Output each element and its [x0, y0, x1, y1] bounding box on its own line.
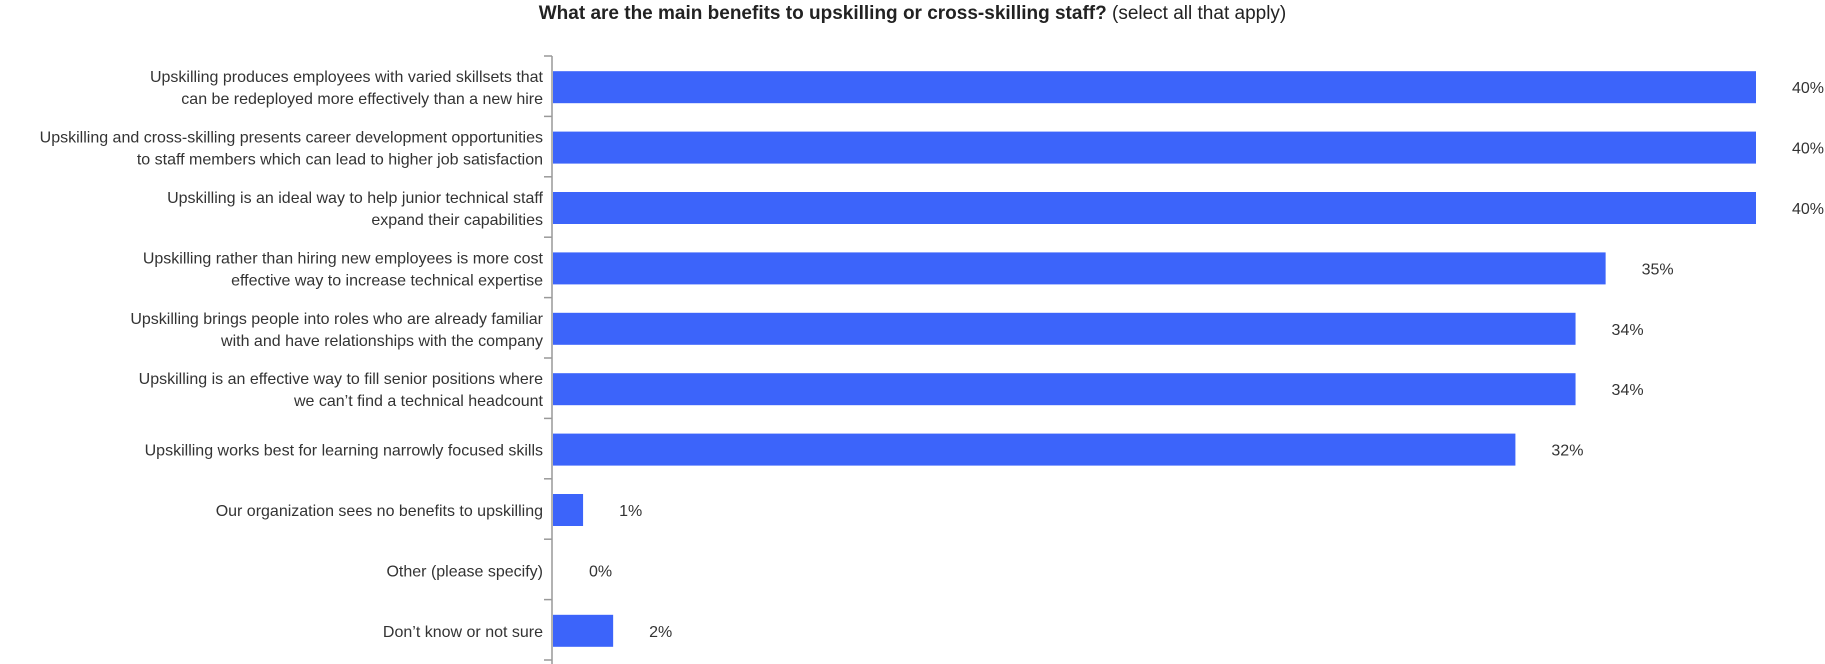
bar — [553, 433, 1516, 466]
value-label: 0% — [589, 563, 612, 580]
category-label: with and have relationships with the com… — [220, 333, 543, 350]
value-label: 40% — [1792, 80, 1824, 97]
value-label: 32% — [1551, 443, 1583, 460]
chart-title: What are the main benefits to upskilling… — [0, 2, 1825, 26]
bar — [553, 614, 614, 647]
category-label: Don’t know or not sure — [383, 624, 543, 641]
category-label: Upskilling brings people into roles who … — [130, 311, 543, 328]
category-label: Upskilling rather than hiring new employ… — [143, 250, 544, 267]
value-label: 2% — [649, 624, 672, 641]
category-label: Upskilling is an ideal way to help junio… — [167, 190, 543, 207]
value-label: 34% — [1612, 322, 1644, 339]
category-label: to staff members which can lead to highe… — [137, 152, 543, 169]
value-labels: 40% 40% 40% 35% 34% 34% 32% 1% 0% 2% — [589, 80, 1824, 641]
category-labels: Upskilling produces employees with varie… — [40, 69, 544, 641]
category-label: Upskilling works best for learning narro… — [145, 443, 543, 460]
value-label: 1% — [619, 503, 642, 520]
category-label: Upskilling is an effective way to fill s… — [139, 371, 543, 388]
category-label: Other (please specify) — [386, 563, 543, 580]
value-label: 40% — [1792, 141, 1824, 158]
bar — [553, 373, 1576, 406]
value-label: 35% — [1642, 261, 1674, 278]
category-label: we can’t find a technical headcount — [293, 393, 544, 410]
bar — [553, 71, 1756, 104]
category-label: Our organization sees no benefits to ups… — [216, 503, 543, 520]
value-label: 40% — [1792, 201, 1824, 218]
category-label: effective way to increase technical expe… — [231, 272, 543, 289]
bars — [553, 71, 1756, 647]
bar — [553, 192, 1756, 224]
category-label: Upskilling and cross-skilling presents c… — [40, 130, 543, 147]
value-label: 34% — [1612, 382, 1644, 399]
category-label: expand their capabilities — [371, 212, 543, 229]
bar — [553, 131, 1756, 164]
y-axis — [544, 55, 553, 664]
bar — [553, 494, 584, 526]
bar — [553, 312, 1576, 345]
chart-title-subtitle: (select all that apply) — [1112, 3, 1287, 24]
category-label: can be redeployed more effectively than … — [181, 91, 543, 108]
chart-title-main: What are the main benefits to upskilling… — [538, 3, 1107, 24]
category-label: Upskilling produces employees with varie… — [150, 69, 544, 86]
bar — [553, 252, 1606, 285]
